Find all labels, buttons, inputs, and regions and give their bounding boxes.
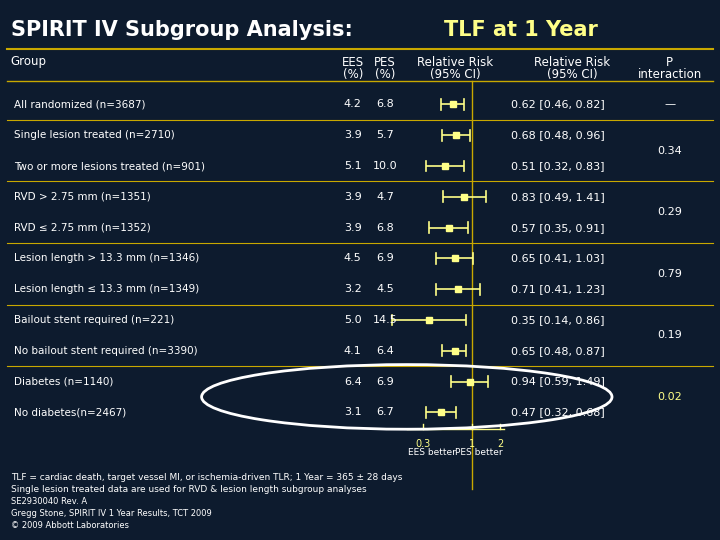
Text: 6.4: 6.4 (377, 346, 394, 356)
Text: TLF at 1 Year: TLF at 1 Year (444, 19, 598, 40)
Text: Lesion length > 13.3 mm (n=1346): Lesion length > 13.3 mm (n=1346) (14, 253, 199, 264)
Text: 6.7: 6.7 (377, 407, 394, 417)
Text: 4.5: 4.5 (377, 284, 394, 294)
Text: RVD ≤ 2.75 mm (n=1352): RVD ≤ 2.75 mm (n=1352) (14, 222, 151, 233)
Text: EES better: EES better (408, 448, 456, 457)
Text: Single lesion treated (n=2710): Single lesion treated (n=2710) (14, 130, 175, 140)
Text: Lesion length ≤ 13.3 mm (n=1349): Lesion length ≤ 13.3 mm (n=1349) (14, 284, 199, 294)
Text: 4.2: 4.2 (344, 99, 361, 110)
Text: 4.7: 4.7 (377, 192, 394, 202)
Text: PES: PES (374, 56, 396, 69)
Text: Group: Group (11, 55, 47, 68)
Text: 0.71 [0.41, 1.23]: 0.71 [0.41, 1.23] (511, 284, 605, 294)
Text: interaction: interaction (637, 68, 702, 81)
Text: (95% CI): (95% CI) (547, 68, 598, 81)
Text: SE2930040 Rev. A: SE2930040 Rev. A (11, 497, 87, 506)
Text: SPIRIT IV Subgroup Analysis:: SPIRIT IV Subgroup Analysis: (11, 19, 360, 40)
Text: 0.62 [0.46, 0.82]: 0.62 [0.46, 0.82] (511, 99, 605, 110)
Text: 0.83 [0.49, 1.41]: 0.83 [0.49, 1.41] (511, 192, 605, 202)
Text: No bailout stent required (n=3390): No bailout stent required (n=3390) (14, 346, 198, 356)
Text: 5.1: 5.1 (344, 161, 361, 171)
Text: Relative Risk: Relative Risk (534, 56, 611, 69)
Text: PES better: PES better (455, 448, 503, 457)
Text: —: — (664, 99, 675, 110)
Text: 0.19: 0.19 (657, 330, 682, 340)
Text: (95% CI): (95% CI) (430, 68, 481, 81)
Text: Relative Risk: Relative Risk (418, 56, 493, 69)
Text: 0.65 [0.41, 1.03]: 0.65 [0.41, 1.03] (511, 253, 605, 264)
Text: 0.29: 0.29 (657, 207, 682, 217)
Text: Single lesion treated data are used for RVD & lesion length subgroup analyses: Single lesion treated data are used for … (11, 485, 366, 494)
Text: 4.1: 4.1 (344, 346, 361, 356)
Text: Two or more lesions treated (n=901): Two or more lesions treated (n=901) (14, 161, 205, 171)
Text: (%): (%) (343, 68, 363, 81)
Text: 0.51 [0.32, 0.83]: 0.51 [0.32, 0.83] (511, 161, 605, 171)
Text: 0.34: 0.34 (657, 146, 682, 156)
Text: 2: 2 (497, 439, 503, 449)
Text: 3.9: 3.9 (344, 222, 361, 233)
Text: Diabetes (n=1140): Diabetes (n=1140) (14, 376, 114, 387)
Text: 0.68 [0.48, 0.96]: 0.68 [0.48, 0.96] (511, 130, 605, 140)
Text: 0.3: 0.3 (415, 439, 431, 449)
Text: (%): (%) (375, 68, 395, 81)
Text: 3.1: 3.1 (344, 407, 361, 417)
Text: 0.57 [0.35, 0.91]: 0.57 [0.35, 0.91] (511, 222, 605, 233)
Text: All randomized (n=3687): All randomized (n=3687) (14, 99, 146, 110)
Text: Gregg Stone, SPIRIT IV 1 Year Results, TCT 2009: Gregg Stone, SPIRIT IV 1 Year Results, T… (11, 509, 212, 518)
Text: TLF = cardiac death, target vessel MI, or ischemia-driven TLR; 1 Year = 365 ± 28: TLF = cardiac death, target vessel MI, o… (11, 474, 402, 482)
Text: 5.0: 5.0 (344, 315, 361, 325)
Text: 0.65 [0.48, 0.87]: 0.65 [0.48, 0.87] (511, 346, 605, 356)
Text: 5.7: 5.7 (377, 130, 394, 140)
Text: 3.9: 3.9 (344, 192, 361, 202)
Text: Bailout stent required (n=221): Bailout stent required (n=221) (14, 315, 175, 325)
Text: EES: EES (342, 56, 364, 69)
Text: 3.9: 3.9 (344, 130, 361, 140)
Text: 6.4: 6.4 (344, 376, 361, 387)
Text: 0.79: 0.79 (657, 269, 682, 279)
Text: 4.5: 4.5 (344, 253, 361, 264)
Text: 6.8: 6.8 (377, 99, 394, 110)
Text: 6.9: 6.9 (377, 376, 394, 387)
Text: No diabetes(n=2467): No diabetes(n=2467) (14, 407, 127, 417)
Text: 0.35 [0.14, 0.86]: 0.35 [0.14, 0.86] (511, 315, 605, 325)
Text: 0.47 [0.32, 0.68]: 0.47 [0.32, 0.68] (511, 407, 605, 417)
Text: P: P (666, 56, 673, 69)
Text: © 2009 Abbott Laboratories: © 2009 Abbott Laboratories (11, 521, 129, 530)
Text: 6.9: 6.9 (377, 253, 394, 264)
Text: 1: 1 (469, 439, 475, 449)
Text: 0.02: 0.02 (657, 392, 682, 402)
Text: 10.0: 10.0 (373, 161, 397, 171)
Text: 14.5: 14.5 (373, 315, 397, 325)
Text: 0.94 [0.59, 1.49]: 0.94 [0.59, 1.49] (511, 376, 605, 387)
Text: 6.8: 6.8 (377, 222, 394, 233)
Text: 3.2: 3.2 (344, 284, 361, 294)
Text: RVD > 2.75 mm (n=1351): RVD > 2.75 mm (n=1351) (14, 192, 151, 202)
